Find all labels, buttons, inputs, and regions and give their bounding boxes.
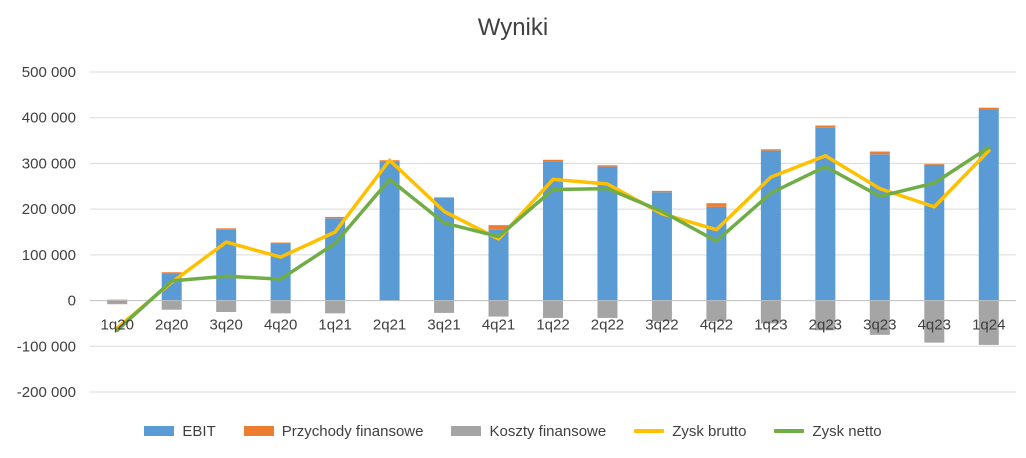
x-tick-label: 4q20 [264, 317, 297, 334]
legend-item: Koszty finansowe [451, 423, 606, 440]
bar-ebit [107, 300, 128, 302]
bar-koszty-finansowe [815, 300, 836, 331]
bar-przychody-finansowe [434, 197, 455, 198]
x-tick-label: 1q20 [101, 317, 134, 334]
legend-item: Zysk brutto [634, 423, 746, 440]
legend-swatch [451, 426, 482, 436]
bar-ebit [869, 154, 890, 301]
y-tick-label: 400 000 [22, 110, 76, 127]
legend: EBIT Przychody finansowe Koszty finansowe Z… [0, 420, 1026, 442]
x-tick-label: 1q21 [318, 317, 351, 334]
category-labels: 1q20 2q20 3q20 4q20 1q21 2q21 3q21 4q21 1q22 2q22… [101, 317, 1006, 334]
legend-item: Zysk netto [774, 422, 882, 440]
bar-koszty-finansowe [869, 300, 890, 335]
bar-koszty-finansowe [924, 300, 945, 343]
bar-koszty-finansowe [434, 300, 455, 313]
x-tick-label: 3q23 [863, 317, 896, 334]
legend-label: Zysk brutto [672, 422, 747, 440]
line-zysk-netto [115, 145, 991, 333]
bar-przychody-finansowe [651, 190, 672, 193]
bar-koszty-finansowe [543, 300, 563, 318]
bar-ebit [815, 127, 836, 301]
bar-koszty-finansowe [706, 300, 727, 322]
bar-przychody-finansowe [706, 203, 727, 207]
legend-swatch [774, 429, 805, 433]
bar-przychody-finansowe [815, 125, 836, 128]
x-tick-label: 2q20 [155, 317, 188, 334]
x-tick-label: 1q22 [536, 317, 569, 334]
y-tick-label: 300 000 [22, 155, 76, 172]
bar-przychody-finansowe [161, 272, 182, 274]
bar-koszty-finansowe [978, 300, 999, 345]
bar-koszty-finansowe [107, 301, 128, 305]
x-tick-label: 2q21 [373, 317, 406, 334]
y-tick-label: 0 [68, 293, 76, 310]
bar-koszty-finansowe [488, 300, 509, 317]
x-tick-label: 4q23 [918, 317, 951, 334]
y-tick-label: 500 000 [22, 64, 76, 81]
bar-koszty-finansowe [270, 300, 291, 314]
bar-koszty-finansowe [325, 300, 346, 314]
x-tick-label: 2q23 [809, 317, 842, 334]
bar-ebit [543, 161, 563, 301]
bar-ebit [488, 229, 509, 301]
bar-przychody-finansowe [216, 228, 237, 230]
bar-przychody-finansowe [597, 165, 618, 167]
bar-przychody-finansowe [325, 216, 346, 219]
bar-przychody-finansowe [270, 242, 291, 244]
bar-koszty-finansowe [651, 300, 672, 322]
bar-ebit [760, 150, 781, 301]
legend-item: EBIT [144, 422, 216, 440]
legend-swatch [144, 426, 175, 436]
x-tick-label: 4q22 [700, 317, 733, 334]
bar-koszty-finansowe [597, 300, 618, 318]
bar-przychody-finansowe [924, 163, 945, 165]
bar-ebit [978, 109, 999, 301]
y-tick-label: -200 000 [17, 384, 76, 401]
bars [107, 107, 999, 345]
bar-ebit [216, 229, 237, 301]
bar-ebit [597, 166, 618, 301]
bar-koszty-finansowe [760, 300, 781, 324]
bar-ebit [651, 192, 672, 301]
legend-label: Koszty finansowe [489, 422, 607, 440]
bar-ebit [270, 243, 291, 301]
legend-label: Zysk netto [812, 422, 882, 440]
x-tick-label: 3q20 [209, 317, 242, 334]
line-zysk-brutto [115, 148, 991, 330]
bar-przychody-finansowe [543, 159, 563, 162]
y-tick-label: 200 000 [22, 201, 76, 218]
bar-ebit [924, 164, 945, 301]
bar-koszty-finansowe [216, 300, 237, 312]
bar-ebit [706, 206, 727, 301]
bar-przychody-finansowe [488, 225, 509, 230]
legend-item: Przychody finansowe [243, 422, 424, 440]
lines [115, 145, 991, 333]
legend-swatch [634, 429, 665, 433]
x-tick-label: 1q24 [972, 317, 1005, 334]
bar-ebit [379, 161, 400, 301]
legend-swatch [243, 426, 274, 436]
legend-label: Przychody finansowe [281, 422, 424, 440]
y-tick-label: -100 000 [17, 338, 76, 355]
bar-przychody-finansowe [869, 151, 890, 155]
y-axis: -200 000 -100 000 0 100 000 200 000 300 000 40… [17, 64, 76, 401]
x-tick-label: 3q22 [645, 317, 678, 334]
x-tick-label: 3q21 [427, 317, 460, 334]
bar-przychody-finansowe [978, 107, 999, 110]
x-tick-label: 1q23 [754, 317, 787, 334]
legend-label: EBIT [182, 422, 216, 440]
x-tick-label: 4q21 [482, 317, 515, 334]
bar-koszty-finansowe [161, 300, 182, 310]
x-tick-label: 2q22 [591, 317, 624, 334]
y-tick-label: 100 000 [22, 247, 76, 264]
chart-title: Wyniki [477, 14, 549, 41]
bar-przychody-finansowe [760, 149, 781, 151]
